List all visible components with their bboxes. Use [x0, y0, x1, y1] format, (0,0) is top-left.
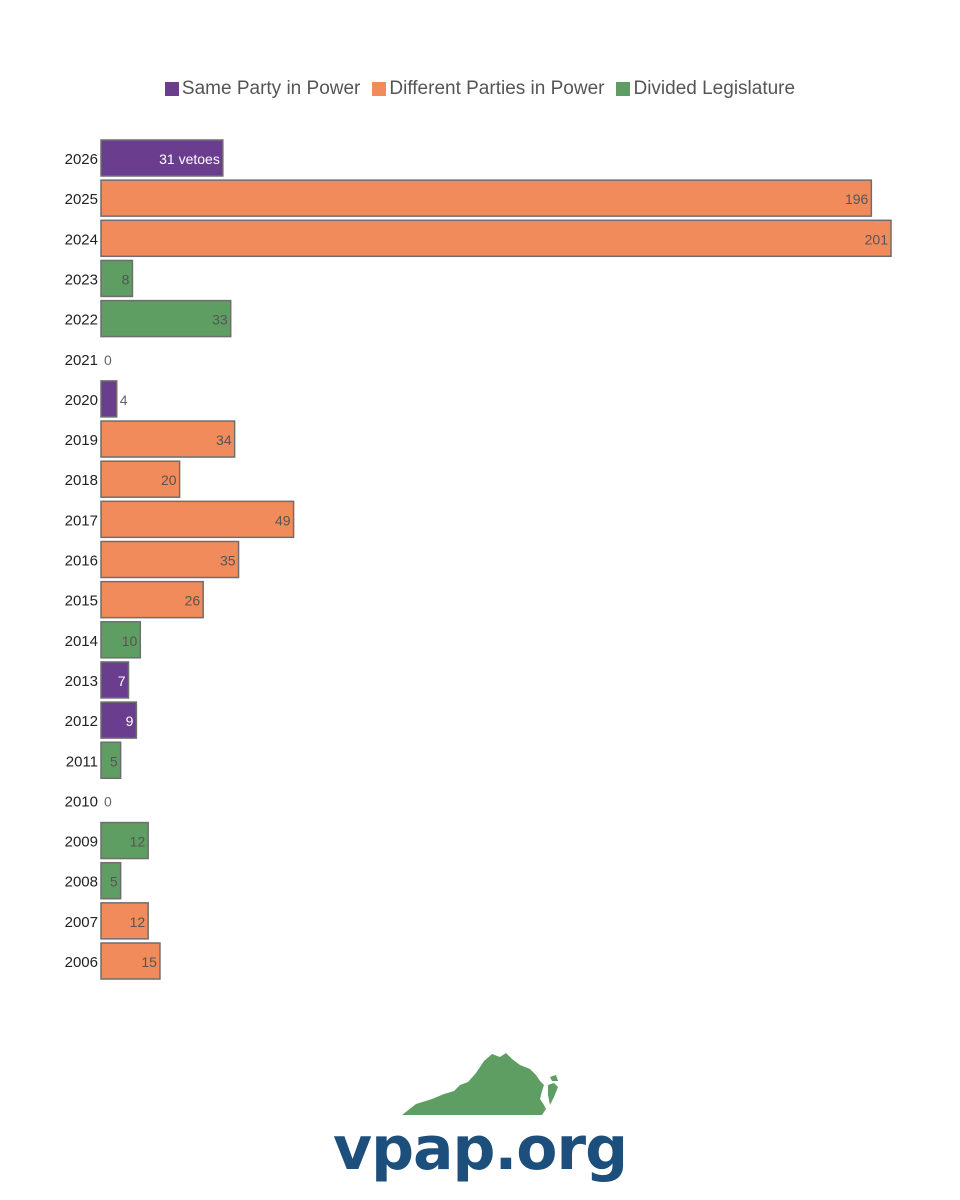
data-label: 12 — [130, 914, 146, 930]
y-tick-label: 2006 — [65, 954, 98, 971]
bar — [100, 420, 236, 458]
bar — [100, 580, 204, 619]
data-label: 35 — [220, 553, 236, 569]
data-label: 12 — [130, 834, 146, 850]
legend-item: Same Party in Power — [164, 78, 361, 100]
data-label: 15 — [141, 954, 157, 970]
footer: vpap.org — [0, 1045, 960, 1195]
y-tick-label: 2008 — [65, 874, 98, 891]
y-tick-label: 2015 — [65, 593, 98, 610]
data-label: 5 — [110, 753, 118, 769]
y-tick-label: 2017 — [65, 512, 98, 529]
data-label: 26 — [185, 593, 201, 609]
data-label: 20 — [161, 472, 177, 488]
y-tick-label: 2009 — [65, 834, 98, 851]
y-tick-label: 2024 — [65, 231, 98, 248]
bar — [100, 821, 149, 860]
data-label: 10 — [122, 633, 138, 649]
data-label: 0 — [104, 352, 112, 368]
legend-item: Different Parties in Power — [372, 78, 604, 100]
bar — [100, 259, 134, 298]
bar — [100, 621, 142, 659]
legend-swatch — [616, 82, 631, 96]
y-tick-label: 2021 — [65, 352, 98, 369]
y-tick-label: 2012 — [65, 713, 98, 730]
y-tick-label: 2022 — [65, 312, 98, 329]
bar — [100, 861, 122, 900]
data-label: 9 — [126, 713, 134, 729]
legend-item: Divided Legislature — [616, 78, 795, 100]
y-tick-label: 2025 — [65, 191, 98, 208]
y-tick-label: 2010 — [65, 793, 98, 810]
data-label: 8 — [122, 271, 130, 287]
legend-swatch — [372, 82, 387, 96]
bar — [100, 942, 161, 980]
data-label: 201 — [865, 231, 889, 247]
bar — [100, 500, 295, 539]
data-label: 33 — [212, 312, 228, 328]
y-tick-label: 2026 — [65, 151, 98, 168]
bar — [100, 540, 240, 579]
data-label: 196 — [845, 191, 869, 207]
legend-label: Same Party in Power — [181, 78, 361, 99]
data-label: 0 — [104, 793, 112, 809]
data-label: 5 — [110, 874, 118, 890]
y-tick-label: 2016 — [65, 553, 98, 570]
bar — [100, 299, 232, 338]
data-label: 7 — [118, 673, 126, 689]
bar — [100, 741, 122, 779]
data-label: 49 — [275, 512, 291, 528]
bar — [100, 139, 224, 177]
y-tick-label: 2014 — [65, 633, 98, 650]
data-label: 34 — [216, 432, 232, 448]
bar — [100, 661, 130, 699]
bar — [100, 701, 138, 739]
bar — [100, 219, 892, 258]
y-tick-label: 2007 — [65, 914, 98, 931]
y-tick-label: 2011 — [66, 753, 98, 770]
bar — [100, 380, 118, 418]
bar — [100, 179, 873, 217]
y-tick-label: 2013 — [65, 673, 98, 690]
legend-swatch — [164, 82, 179, 96]
chart-legend: Same Party in Power Different Parties in … — [0, 78, 960, 100]
y-tick-label: 2018 — [65, 472, 98, 489]
data-label: 4 — [120, 392, 128, 408]
y-tick-label: 2020 — [65, 392, 98, 409]
legend-label: Different Parties in Power — [389, 78, 605, 99]
bar — [100, 902, 149, 940]
y-tick-label: 2023 — [65, 271, 98, 288]
y-tick-label: 2019 — [65, 432, 98, 449]
virginia-map-icon — [402, 1053, 558, 1115]
bar — [100, 460, 181, 498]
legend-label: Divided Legislature — [633, 78, 796, 99]
data-label: 31 vetoes — [159, 151, 220, 167]
logo-text: vpap.org — [332, 1114, 628, 1184]
